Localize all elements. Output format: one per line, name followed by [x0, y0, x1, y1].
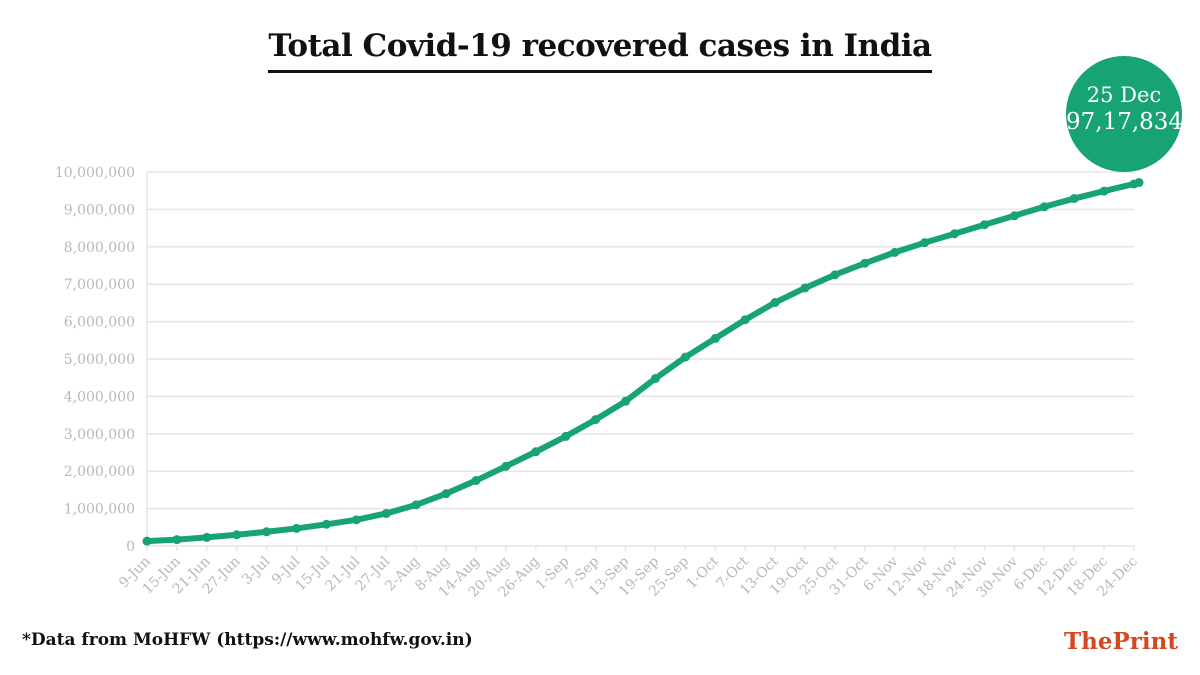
y-tick-label: 8,000,000	[64, 240, 135, 256]
latest-value-badge: 25 Dec 97,17,834	[1066, 56, 1184, 172]
data-point	[1009, 211, 1019, 221]
data-point	[860, 258, 870, 268]
data-point	[531, 447, 541, 457]
y-tick-label: 7,000,000	[64, 277, 135, 293]
y-tick-label: 0	[126, 539, 135, 555]
series-line	[146, 179, 1140, 545]
data-point	[232, 530, 242, 540]
data-point	[920, 238, 930, 248]
data-point	[650, 373, 660, 383]
data-point	[1099, 186, 1109, 196]
data-point	[202, 532, 212, 542]
brand-part-the: The	[1064, 628, 1113, 655]
data-point	[411, 500, 421, 510]
brand-part-print: Print	[1112, 628, 1179, 655]
series-points	[142, 178, 1144, 546]
y-tick-label: 3,000,000	[64, 427, 135, 443]
badge-date: 25 Dec	[1086, 83, 1162, 107]
x-tick-label: 1-Oct	[683, 553, 722, 592]
data-point	[591, 415, 601, 425]
x-axis-labels: 9-Jun15-Jun21-Jun27-Jun3-Jul9-Jul15-Jul2…	[116, 553, 1141, 601]
data-point	[740, 315, 750, 325]
y-tick-label: 1,000,000	[64, 502, 135, 518]
data-point	[501, 461, 511, 471]
y-tick-label: 6,000,000	[64, 315, 135, 331]
y-tick-label: 4,000,000	[64, 389, 135, 405]
data-point	[1039, 202, 1049, 212]
data-point	[800, 283, 810, 293]
data-point	[262, 527, 272, 537]
data-point	[321, 519, 331, 529]
data-point	[471, 476, 481, 486]
chart-title: Total Covid-19 recovered cases in India	[268, 28, 932, 73]
y-tick-label: 9,000,000	[64, 202, 135, 218]
data-point	[710, 333, 720, 343]
data-point	[351, 515, 361, 525]
chart-title-wrap: Total Covid-19 recovered cases in India	[0, 28, 1200, 73]
source-footnote: *Data from MoHFW (https://www.mohfw.gov.…	[22, 630, 473, 650]
theprint-logo: ThePrint	[1064, 628, 1178, 655]
data-point	[172, 535, 182, 545]
data-point	[292, 523, 302, 533]
data-point	[561, 431, 571, 441]
data-point	[1134, 178, 1144, 188]
x-tick-label: 3-Jul	[239, 553, 274, 588]
data-point	[890, 247, 900, 257]
y-tick-label: 2,000,000	[64, 464, 135, 480]
data-point	[950, 229, 960, 239]
grid-lines	[146, 171, 1135, 551]
data-point	[381, 508, 391, 518]
badge-value: 97,17,834	[1066, 109, 1184, 135]
data-point	[979, 220, 989, 230]
y-axis-labels: 0 1,000,000 2,000,000 3,000,000 4,000,000 5,0…	[55, 165, 135, 555]
data-point	[770, 298, 780, 308]
data-point	[680, 352, 690, 362]
data-point	[441, 489, 451, 499]
data-point	[830, 270, 840, 280]
data-point	[621, 396, 631, 406]
data-point	[142, 536, 152, 546]
y-tick-label: 5,000,000	[64, 352, 135, 368]
y-tick-label: 10,000,000	[55, 165, 135, 181]
data-point	[1069, 194, 1079, 204]
